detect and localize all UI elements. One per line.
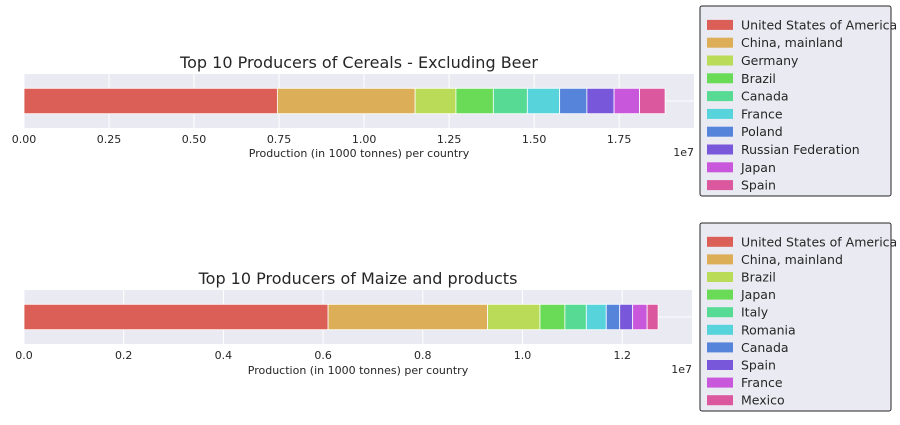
legend-label: Poland xyxy=(741,124,783,139)
x-offset-label: 1e7 xyxy=(673,146,694,159)
legend-swatch xyxy=(707,342,733,353)
legend-swatch xyxy=(707,272,733,282)
legend-swatch xyxy=(707,19,733,30)
bar-segment xyxy=(559,87,588,115)
legend-label: Brazil xyxy=(741,270,776,285)
legend-label: France xyxy=(741,106,783,121)
x-tick-label: 1.2 xyxy=(613,349,631,362)
legend-frame xyxy=(699,222,892,412)
legend-label: Italy xyxy=(741,305,769,320)
legend-swatch xyxy=(707,395,733,406)
legend-swatch xyxy=(707,162,733,173)
x-tick-label: 0.50 xyxy=(182,133,207,146)
legend-label: Brazil xyxy=(741,71,776,86)
legend-frame xyxy=(699,5,892,197)
bar-segment xyxy=(414,87,457,115)
legend-swatch xyxy=(707,55,733,66)
bar-segment xyxy=(23,87,278,115)
legend-swatch xyxy=(707,180,733,191)
legend-label: Mexico xyxy=(741,393,785,408)
legend-swatch xyxy=(707,73,733,84)
x-tick-label: 0.25 xyxy=(97,133,122,146)
legend-label: Canada xyxy=(741,340,789,355)
legend-label: Germany xyxy=(741,53,799,68)
legend-swatch xyxy=(707,307,733,318)
legend: United States of America China, mainland G… xyxy=(699,5,897,197)
legend-label: United States of America xyxy=(741,17,897,32)
bar-segment xyxy=(639,87,666,115)
bar-segment xyxy=(586,87,615,115)
legend-swatch xyxy=(707,236,733,247)
legend-swatch xyxy=(707,144,733,155)
x-tick-label: 1.0 xyxy=(514,349,532,362)
bar-segment xyxy=(23,303,329,331)
bar-segment xyxy=(619,303,634,331)
x-axis-label: Production (in 1000 tonnes) per country xyxy=(248,364,469,377)
x-tick-label: 0.6 xyxy=(314,349,332,362)
bar-segment xyxy=(487,303,541,331)
legend-label: Japan xyxy=(740,160,776,175)
legend-label: Spain xyxy=(741,178,776,193)
x-tick-label: 0.0 xyxy=(15,349,33,362)
legend-label: Russian Federation xyxy=(741,142,860,157)
chart-title: Top 10 Producers of Maize and products xyxy=(198,269,518,288)
legend-label: Spain xyxy=(741,358,776,373)
legend-swatch xyxy=(707,360,733,370)
legend-label: Romania xyxy=(741,322,796,337)
x-tick-label: 1.00 xyxy=(352,133,377,146)
chart-1: 0.00 0.25 0.50 0.75 1.00 1.25 1.50 1.75 Top 10 P… xyxy=(12,5,897,197)
legend-label: Japan xyxy=(740,287,776,302)
x-tick-label: 0.8 xyxy=(414,349,432,362)
bar-segment xyxy=(455,87,494,115)
bar-segment xyxy=(276,87,416,115)
bar-segment xyxy=(613,87,640,115)
bar-segment xyxy=(492,87,528,115)
bar-segment xyxy=(327,303,489,331)
x-tick-label: 0.75 xyxy=(267,133,292,146)
legend-label: United States of America xyxy=(741,234,897,249)
x-tick-label: 0.4 xyxy=(215,349,233,362)
bar-segment xyxy=(539,303,566,331)
legend-swatch xyxy=(707,377,733,388)
x-axis-label: Production (in 1000 tonnes) per country xyxy=(249,147,470,160)
legend-label: France xyxy=(741,375,783,390)
bar-segment xyxy=(646,303,659,331)
legend-swatch xyxy=(707,324,733,335)
legend-label: China, mainland xyxy=(741,35,843,50)
bar-segment xyxy=(605,303,621,331)
legend-swatch xyxy=(707,254,733,265)
legend: United States of America China, mainland B… xyxy=(699,222,897,412)
legend-swatch xyxy=(707,289,733,300)
x-tick-label: 1.75 xyxy=(607,133,632,146)
chart-2: 0.0 0.2 0.4 0.6 0.8 1.0 1.2 Top 10 Producers of… xyxy=(15,222,897,412)
chart-title: Top 10 Producers of Cereals - Excluding … xyxy=(179,53,538,72)
legend-swatch xyxy=(707,108,733,119)
legend-label: China, mainland xyxy=(741,252,843,267)
legend-swatch xyxy=(707,91,733,102)
x-tick-label: 1.50 xyxy=(522,133,547,146)
legend-label: Canada xyxy=(741,89,789,104)
x-tick-label: 1.25 xyxy=(437,133,462,146)
legend-swatch xyxy=(707,37,733,48)
x-tick-label: 0.00 xyxy=(12,133,37,146)
bar-segment xyxy=(585,303,607,331)
x-offset-label: 1e7 xyxy=(671,363,692,376)
bar-segment xyxy=(526,87,561,115)
bar-segment xyxy=(564,303,587,331)
bar-segment xyxy=(632,303,648,331)
x-tick-label: 0.2 xyxy=(115,349,133,362)
legend-swatch xyxy=(707,126,733,137)
